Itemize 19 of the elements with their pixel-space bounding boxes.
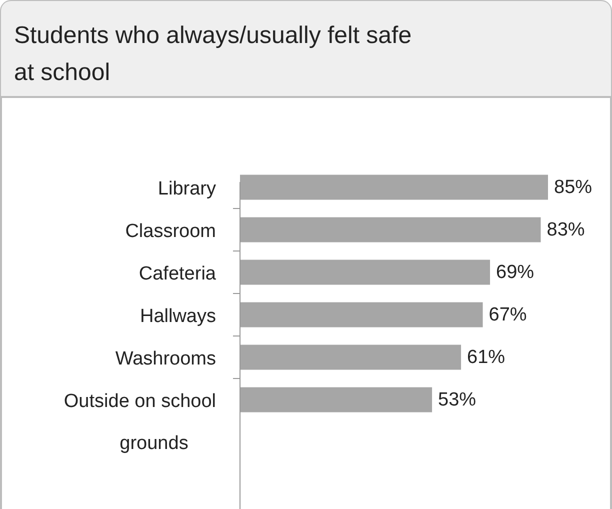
- data-label: 69%: [496, 262, 534, 283]
- data-label: 83%: [546, 219, 585, 240]
- data-label: 85%: [554, 176, 592, 198]
- chart-title: Students who always/usually felt safe at school: [14, 22, 412, 86]
- data-label: 61%: [467, 346, 506, 368]
- data-label: 67%: [488, 304, 527, 326]
- bar: [240, 344, 462, 370]
- y-tick-label: Washrooms: [115, 348, 216, 370]
- y-tick-label: Classroom: [125, 220, 216, 242]
- data-label: 53%: [438, 389, 476, 410]
- y-tick-label: Cafeteria: [138, 263, 216, 284]
- y-tick-label: Library: [158, 178, 216, 200]
- bar: [240, 302, 483, 328]
- bar: [240, 174, 548, 200]
- bar: [240, 387, 432, 412]
- y-tick-label: Hallways: [140, 306, 216, 327]
- bar: [240, 217, 541, 242]
- bar: [240, 260, 490, 285]
- y-tick-label: Outside on school grounds: [64, 390, 216, 454]
